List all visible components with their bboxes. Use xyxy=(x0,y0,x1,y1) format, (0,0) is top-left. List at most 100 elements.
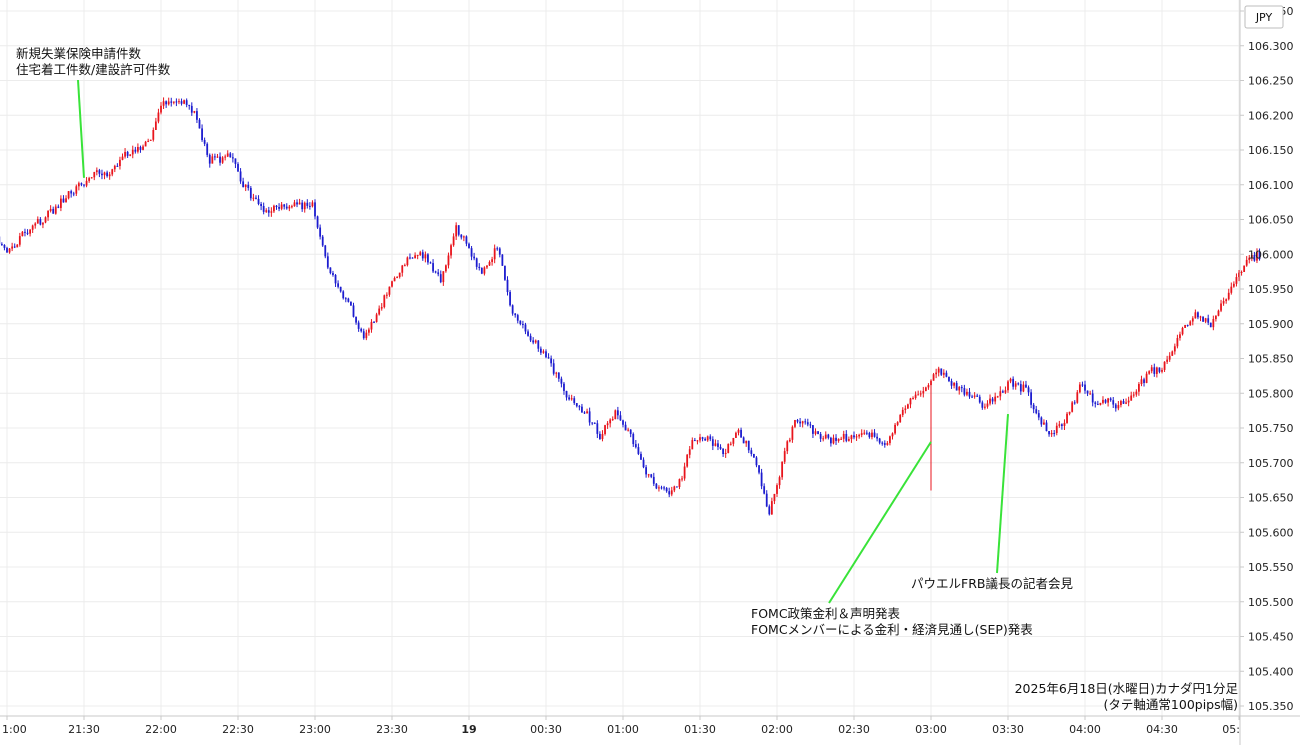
candle-body xyxy=(1068,411,1071,414)
candle-body xyxy=(67,191,70,199)
y-axis: 105.350 105.400 105.450 105.500 105.550 105.6… xyxy=(1240,5,1294,713)
y-tick-label: 105.550 xyxy=(1248,561,1294,574)
candle-body xyxy=(986,403,989,407)
candle-body xyxy=(614,410,617,420)
candle-body xyxy=(306,202,309,206)
candle-body xyxy=(699,437,701,441)
candle-body xyxy=(1009,378,1012,382)
candle-body xyxy=(593,422,596,424)
candle-body xyxy=(850,435,853,440)
candle-body xyxy=(537,340,540,349)
candle-body xyxy=(740,429,742,438)
candle-body xyxy=(847,439,850,441)
candle-body xyxy=(591,422,594,424)
candle-body xyxy=(588,411,591,423)
candle-body xyxy=(1086,390,1089,394)
candle-body xyxy=(365,332,368,339)
candle-body xyxy=(1132,394,1135,396)
candle-body xyxy=(624,424,627,431)
candle-body xyxy=(1150,367,1153,372)
candle-body xyxy=(111,169,114,175)
candle-body xyxy=(663,487,665,489)
candle-body xyxy=(812,425,814,434)
candle-body xyxy=(319,227,322,237)
x-tick-label: 03:00 xyxy=(915,723,947,736)
candle-body xyxy=(717,443,719,447)
candle-body xyxy=(552,363,555,374)
candle-body xyxy=(252,197,255,199)
candle-body xyxy=(350,301,352,306)
candle-body xyxy=(483,267,486,274)
candle-body xyxy=(83,184,85,186)
candle-body xyxy=(342,291,345,299)
candle-body xyxy=(226,153,229,157)
x-tick-label: 05: xyxy=(1222,723,1240,736)
candle-body xyxy=(1004,390,1007,393)
candle-body xyxy=(80,183,83,185)
candle-body xyxy=(1240,271,1243,273)
candle-body xyxy=(909,398,912,405)
candle-body xyxy=(149,139,152,141)
candle-body xyxy=(1081,384,1084,386)
candle-body xyxy=(98,170,101,174)
candle-body xyxy=(919,393,922,395)
candle-body xyxy=(1238,272,1240,278)
candle-body xyxy=(1135,391,1138,395)
candle-body xyxy=(219,156,221,163)
candle-body xyxy=(629,429,632,434)
candle-body xyxy=(1153,367,1156,374)
candle-body xyxy=(1253,254,1256,261)
candle-body xyxy=(1209,322,1212,328)
candle-body xyxy=(101,173,103,176)
annotation-line: 住宅着工件数/建設許可件数 xyxy=(16,62,171,77)
y-tick-label: 106.200 xyxy=(1248,109,1294,122)
candle-body xyxy=(496,248,499,250)
candle-body xyxy=(778,477,781,486)
x-tick-label: 1:00 xyxy=(2,723,27,736)
candle-body xyxy=(801,421,804,424)
candle-body xyxy=(681,478,683,480)
candle-body xyxy=(765,493,768,507)
candle-body xyxy=(835,437,837,441)
candle-body xyxy=(1125,402,1127,404)
candle-body xyxy=(147,140,150,142)
candle-body xyxy=(819,433,822,439)
candle-body xyxy=(178,101,180,103)
annotation-leader-line xyxy=(996,414,1009,574)
candle-body xyxy=(519,320,522,324)
candle-body xyxy=(1017,383,1020,385)
candle-body xyxy=(1140,379,1143,385)
candle-body xyxy=(93,172,96,178)
candle-body xyxy=(747,440,750,451)
candle-body xyxy=(1001,391,1004,393)
candle-body xyxy=(52,208,55,214)
candle-body xyxy=(370,321,373,330)
candle-body xyxy=(378,308,381,315)
candle-body xyxy=(963,388,966,395)
candle-body xyxy=(301,202,304,210)
candle-body xyxy=(735,432,737,438)
candle-body xyxy=(796,420,799,422)
annotation-leader-line xyxy=(77,79,85,178)
candle-body xyxy=(886,443,889,445)
candle-body xyxy=(326,256,329,268)
candle-body xyxy=(960,387,963,389)
candle-body xyxy=(729,443,732,445)
candle-body xyxy=(229,153,232,158)
candle-body xyxy=(1061,424,1063,426)
x-axis: 1:00 21:30 22:00 22:30 23:00 23:30 19 00:30 01:0… xyxy=(2,716,1240,736)
y-tick-label: 105.700 xyxy=(1248,457,1294,470)
candle-body xyxy=(165,101,168,105)
candle-body xyxy=(1215,315,1217,320)
candle-body xyxy=(65,198,67,203)
candle-body xyxy=(973,395,976,397)
candle-body xyxy=(0,243,3,245)
annotation-jobless: 新規失業保険申請件数 住宅着工件数/建設許可件数 xyxy=(16,46,171,77)
candle-body xyxy=(1053,432,1056,434)
candle-body xyxy=(560,378,563,384)
candle-body xyxy=(247,184,250,188)
candle-body xyxy=(1104,399,1107,403)
candle-body xyxy=(121,156,124,160)
candle-body xyxy=(958,387,961,391)
